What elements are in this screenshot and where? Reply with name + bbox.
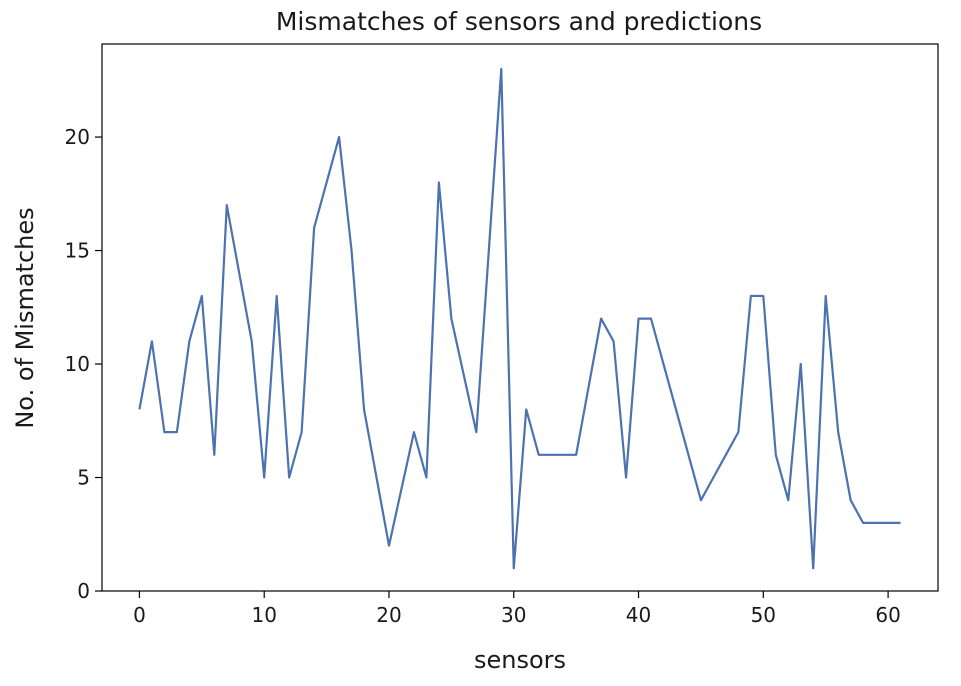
x-tick-label: 10 (251, 603, 276, 627)
y-tick-label: 20 (65, 125, 90, 149)
x-tick-label: 20 (376, 603, 401, 627)
x-tick-label: 50 (751, 603, 776, 627)
x-tick-label: 30 (501, 603, 526, 627)
x-tick-label: 40 (626, 603, 651, 627)
y-axis: 0 5 10 15 20 (65, 125, 102, 603)
x-axis-label: sensors (474, 646, 566, 674)
y-tick-label: 0 (77, 579, 90, 603)
y-axis-label: No. of Mismatches (11, 207, 39, 428)
x-axis: 0 10 20 30 40 50 60 (133, 591, 901, 627)
y-tick-label: 15 (65, 239, 90, 263)
plot-area-frame (101, 43, 939, 592)
chart-title: Mismatches of sensors and predictions (276, 7, 762, 36)
y-tick-label: 10 (65, 352, 90, 376)
x-tick-label: 0 (133, 603, 146, 627)
x-tick-label: 60 (875, 603, 900, 627)
y-tick-label: 5 (77, 466, 90, 490)
series-line (138, 67, 901, 570)
